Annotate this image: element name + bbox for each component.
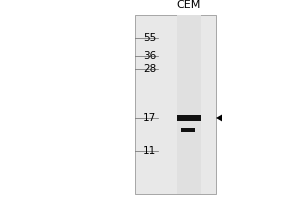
Text: 17: 17 <box>143 113 156 123</box>
Polygon shape <box>216 115 222 121</box>
Bar <box>177 115 201 121</box>
Text: 55: 55 <box>143 33 156 43</box>
Bar <box>181 128 195 132</box>
Text: CEM: CEM <box>177 0 201 10</box>
Text: 28: 28 <box>143 64 156 74</box>
Bar <box>177 15 201 194</box>
Text: 11: 11 <box>143 146 156 156</box>
Bar <box>135 15 216 194</box>
Text: 36: 36 <box>143 51 156 61</box>
